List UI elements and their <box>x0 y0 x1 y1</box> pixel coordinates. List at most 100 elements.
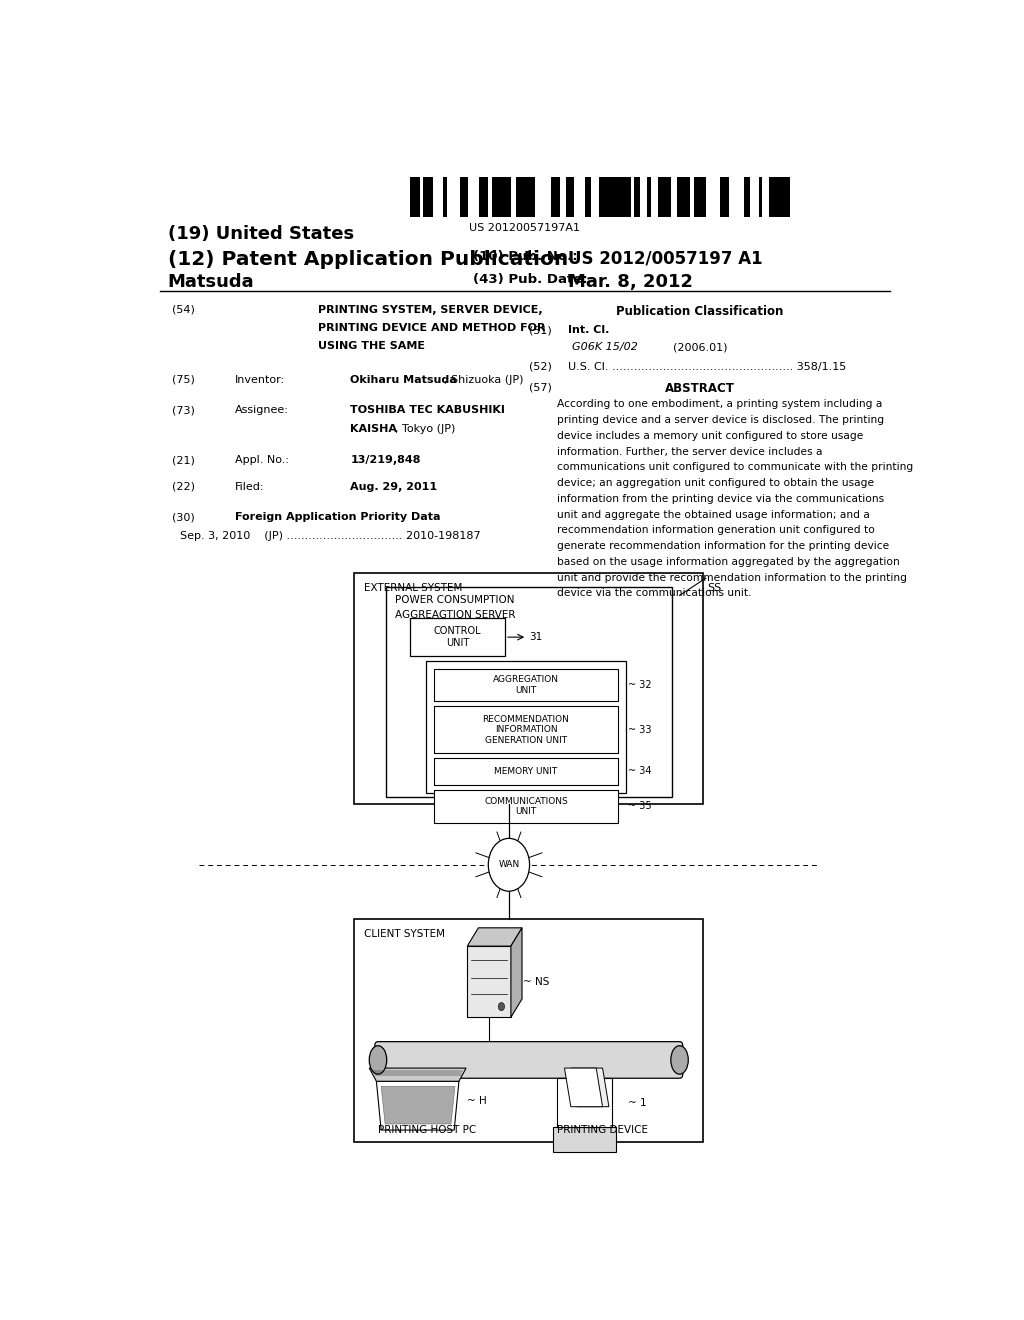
Text: ~ 34: ~ 34 <box>628 767 651 776</box>
Text: ~ 35: ~ 35 <box>628 801 651 812</box>
Bar <box>467 946 511 1018</box>
Text: PRINTING HOST PC: PRINTING HOST PC <box>378 1125 476 1135</box>
Text: PRINTING DEVICE: PRINTING DEVICE <box>556 1125 647 1135</box>
Text: generate recommendation information for the printing device: generate recommendation information for … <box>557 541 889 550</box>
Bar <box>666 177 671 218</box>
Bar <box>529 177 535 218</box>
Text: communications unit configured to communicate with the printing: communications unit configured to commun… <box>557 462 912 473</box>
Bar <box>658 177 666 218</box>
Ellipse shape <box>671 1045 688 1074</box>
Text: KAISHA: KAISHA <box>350 424 397 434</box>
Text: (52): (52) <box>528 362 552 372</box>
Text: (51): (51) <box>528 325 552 335</box>
Text: Foreign Application Priority Data: Foreign Application Priority Data <box>236 512 440 523</box>
Bar <box>507 177 511 218</box>
Text: SS: SS <box>708 583 722 593</box>
Text: (21): (21) <box>172 455 195 465</box>
Text: EXTERNAL SYSTEM: EXTERNAL SYSTEM <box>364 583 462 593</box>
Text: RECOMMENDATION
INFORMATION
GENERATION UNIT: RECOMMENDATION INFORMATION GENERATION UN… <box>482 714 569 744</box>
Bar <box>516 177 522 218</box>
Text: unit and aggregate the obtained usage information; and a: unit and aggregate the obtained usage in… <box>557 510 869 520</box>
Text: USING THE SAME: USING THE SAME <box>318 342 425 351</box>
Bar <box>627 177 631 218</box>
Text: , Tokyo (JP): , Tokyo (JP) <box>395 424 456 434</box>
Text: (19) United States: (19) United States <box>168 226 354 243</box>
Text: AGGREAGTION SERVER: AGGREAGTION SERVER <box>395 610 516 619</box>
Bar <box>442 177 446 218</box>
Bar <box>787 177 791 218</box>
Text: 31: 31 <box>529 632 543 642</box>
Bar <box>568 177 574 218</box>
Text: POWER CONSUMPTION: POWER CONSUMPTION <box>395 595 515 606</box>
Bar <box>744 177 750 218</box>
Bar <box>621 177 627 218</box>
Circle shape <box>488 838 529 891</box>
Text: Matsuda: Matsuda <box>168 273 254 292</box>
Text: device via the communications unit.: device via the communications unit. <box>557 589 751 598</box>
Bar <box>585 177 591 218</box>
Bar <box>614 177 621 218</box>
Bar <box>778 177 782 218</box>
Bar <box>501 177 503 218</box>
Bar <box>634 177 636 218</box>
Text: (10) Pub. No.:: (10) Pub. No.: <box>473 249 578 263</box>
Bar <box>566 177 568 218</box>
Bar <box>683 177 689 218</box>
Text: Aug. 29, 2011: Aug. 29, 2011 <box>350 482 437 491</box>
Text: Filed:: Filed: <box>236 482 264 491</box>
Text: CLIENT SYSTEM: CLIENT SYSTEM <box>364 929 444 939</box>
Text: based on the usage information aggregated by the aggregation: based on the usage information aggregate… <box>557 557 899 566</box>
Bar <box>720 177 725 218</box>
Bar <box>697 177 703 218</box>
Text: (75): (75) <box>172 375 195 385</box>
Bar <box>605 177 611 218</box>
Text: Int. Cl.: Int. Cl. <box>568 325 610 335</box>
Text: information. Further, the server device includes a: information. Further, the server device … <box>557 446 822 457</box>
Bar <box>426 177 431 218</box>
Text: ~ NS: ~ NS <box>523 977 549 986</box>
Bar <box>423 177 426 218</box>
Text: TOSHIBA TEC KABUSHIKI: TOSHIBA TEC KABUSHIKI <box>350 405 505 416</box>
Bar <box>354 573 703 804</box>
Text: unit and provide the recommendation information to the printing: unit and provide the recommendation info… <box>557 573 906 582</box>
Text: (57): (57) <box>528 381 552 392</box>
Bar <box>693 177 697 218</box>
Text: (22): (22) <box>172 482 195 491</box>
Text: (73): (73) <box>172 405 195 416</box>
Text: COMMUNICATIONS
UNIT: COMMUNICATIONS UNIT <box>484 797 568 816</box>
Bar <box>677 177 683 218</box>
Bar <box>431 177 433 218</box>
Bar <box>522 177 529 218</box>
Bar <box>769 177 774 218</box>
Polygon shape <box>511 928 522 1018</box>
Text: ~ 1: ~ 1 <box>628 1098 646 1107</box>
Bar <box>433 758 618 784</box>
Bar <box>386 587 672 797</box>
Bar <box>725 177 729 218</box>
Bar <box>414 177 420 218</box>
Text: information from the printing device via the communications: information from the printing device via… <box>557 494 884 504</box>
Text: recommendation information generation unit configured to: recommendation information generation un… <box>557 525 874 536</box>
Text: printing device and a server device is disclosed. The printing: printing device and a server device is d… <box>557 414 884 425</box>
Bar <box>433 789 618 824</box>
Text: (43) Pub. Date:: (43) Pub. Date: <box>473 273 588 286</box>
Text: US 2012/0057197 A1: US 2012/0057197 A1 <box>568 249 763 268</box>
Text: Okiharu Matsuda: Okiharu Matsuda <box>350 375 457 385</box>
Bar <box>433 706 618 752</box>
Bar <box>426 660 627 792</box>
Polygon shape <box>467 928 522 946</box>
Text: (12) Patent Application Publication: (12) Patent Application Publication <box>168 249 568 269</box>
Bar <box>556 1078 612 1127</box>
Polygon shape <box>370 1068 466 1081</box>
Bar <box>493 177 498 218</box>
Bar <box>774 177 778 218</box>
Text: According to one embodiment, a printing system including a: According to one embodiment, a printing … <box>557 399 882 409</box>
Text: Inventor:: Inventor: <box>236 375 286 385</box>
Bar <box>782 177 787 218</box>
Bar <box>460 177 465 218</box>
Bar <box>503 177 507 218</box>
Text: US 20120057197A1: US 20120057197A1 <box>469 223 581 234</box>
Bar <box>554 177 557 218</box>
Bar <box>557 177 560 218</box>
Bar <box>703 177 706 218</box>
